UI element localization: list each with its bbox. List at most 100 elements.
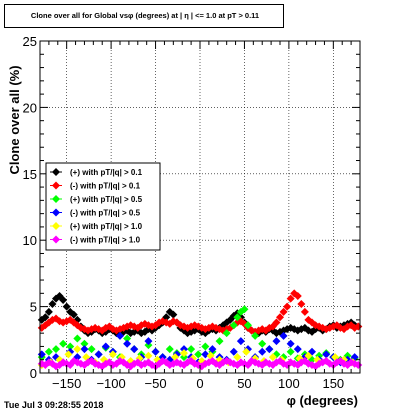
data-point	[44, 347, 53, 356]
data-point	[66, 342, 75, 351]
series-5	[37, 357, 363, 371]
data-point	[201, 342, 210, 351]
data-point	[283, 302, 292, 311]
data-point	[286, 347, 295, 356]
data-point	[279, 331, 288, 340]
data-point	[80, 345, 89, 354]
data-point	[144, 337, 153, 346]
data-point	[251, 331, 260, 340]
data-point	[59, 339, 68, 348]
data-point	[101, 342, 110, 351]
data-point	[268, 353, 277, 362]
y-axis-label: Clone over all (%)	[7, 65, 22, 174]
legend-marker	[52, 195, 60, 203]
legend-marker	[52, 208, 60, 217]
x-tick-label: 0	[196, 376, 203, 391]
legend-entry: (-) with pT/|q| > 0.5	[70, 209, 141, 218]
data-point	[208, 345, 217, 354]
legend-entry: (+) with pT/|q| > 0.5	[70, 195, 143, 204]
data-point	[59, 358, 68, 367]
data-point	[48, 299, 57, 308]
timestamp-footer: Tue Jul 3 09:28:55 2018	[4, 400, 104, 410]
x-tick-label: 150	[322, 376, 344, 391]
data-point	[62, 302, 71, 311]
y-tick-label: 0	[30, 366, 37, 381]
y-tick-label: 15	[23, 167, 37, 182]
x-axis-label: φ (degrees)	[287, 393, 358, 408]
data-point	[242, 347, 251, 356]
data-point	[233, 313, 242, 322]
data-point	[94, 350, 103, 359]
legend-entry: (-) with pT/|q| > 1.0	[70, 236, 141, 245]
data-point	[64, 350, 73, 359]
data-point	[165, 345, 174, 354]
data-point	[52, 345, 60, 354]
legend-marker	[52, 222, 60, 230]
data-point	[144, 351, 153, 360]
data-point	[304, 351, 313, 360]
data-point	[233, 353, 242, 362]
x-tick-label: −50	[145, 376, 167, 391]
data-point	[236, 337, 245, 346]
legend-marker	[52, 168, 60, 176]
data-point	[187, 345, 196, 354]
data-point	[240, 305, 249, 314]
data-point	[215, 337, 224, 346]
data-point	[130, 345, 139, 354]
data-point	[300, 307, 309, 316]
data-point	[87, 345, 96, 354]
data-point	[151, 347, 160, 356]
legend-entry: (+) with pT/|q| > 0.1	[70, 168, 143, 177]
data-point	[180, 349, 188, 358]
data-point	[80, 339, 89, 348]
data-point	[108, 350, 117, 359]
x-tick-label: −100	[96, 376, 125, 391]
data-point	[276, 313, 284, 322]
data-point	[322, 350, 331, 359]
legend-entry: (+) with pT/|q| > 1.0	[70, 222, 143, 231]
data-point	[41, 313, 50, 322]
data-point	[286, 339, 295, 348]
data-point	[279, 307, 288, 316]
data-point	[59, 295, 68, 304]
data-point	[297, 299, 306, 308]
data-point	[59, 318, 68, 327]
x-tick-label: 50	[237, 376, 251, 391]
x-tick-label: 100	[278, 376, 300, 391]
data-point	[272, 337, 281, 346]
data-point	[116, 331, 124, 340]
data-point	[265, 345, 274, 354]
data-point	[286, 294, 295, 303]
data-point	[222, 329, 231, 338]
x-tick-label: −150	[52, 376, 81, 391]
data-point	[44, 307, 53, 316]
legend-box	[45, 162, 161, 251]
axis-ticks: −150 −100 −50 0 50 100 150 0 5 10 15 20 25	[23, 34, 361, 391]
legend-entry: (-) with pT/|q| > 0.1	[70, 182, 141, 191]
y-tick-label: 5	[30, 300, 37, 315]
chart-title-box: Clone over all for Global vsφ (degrees) …	[4, 4, 284, 28]
data-point	[69, 310, 78, 319]
y-tick-label: 20	[23, 100, 37, 115]
legend: (+) with pT/|q| > 0.1 (-) with pT/|q| > 0…	[45, 162, 161, 251]
series-layer	[37, 289, 363, 371]
chart-title: Clone over all for Global vsφ (degrees) …	[30, 11, 260, 20]
data-point	[293, 291, 302, 300]
data-point	[272, 318, 281, 327]
data-point	[201, 350, 210, 359]
y-tick-label: 10	[23, 233, 37, 248]
data-point	[73, 345, 82, 354]
data-point	[258, 339, 267, 348]
legend-marker	[52, 235, 60, 244]
data-point	[229, 321, 238, 330]
data-point	[293, 345, 302, 354]
y-tick-label: 25	[23, 34, 37, 49]
data-point	[169, 310, 178, 319]
data-point	[229, 347, 238, 356]
data-point	[258, 347, 267, 356]
data-point	[244, 321, 252, 330]
data-point	[123, 339, 132, 348]
data-point	[123, 334, 132, 343]
